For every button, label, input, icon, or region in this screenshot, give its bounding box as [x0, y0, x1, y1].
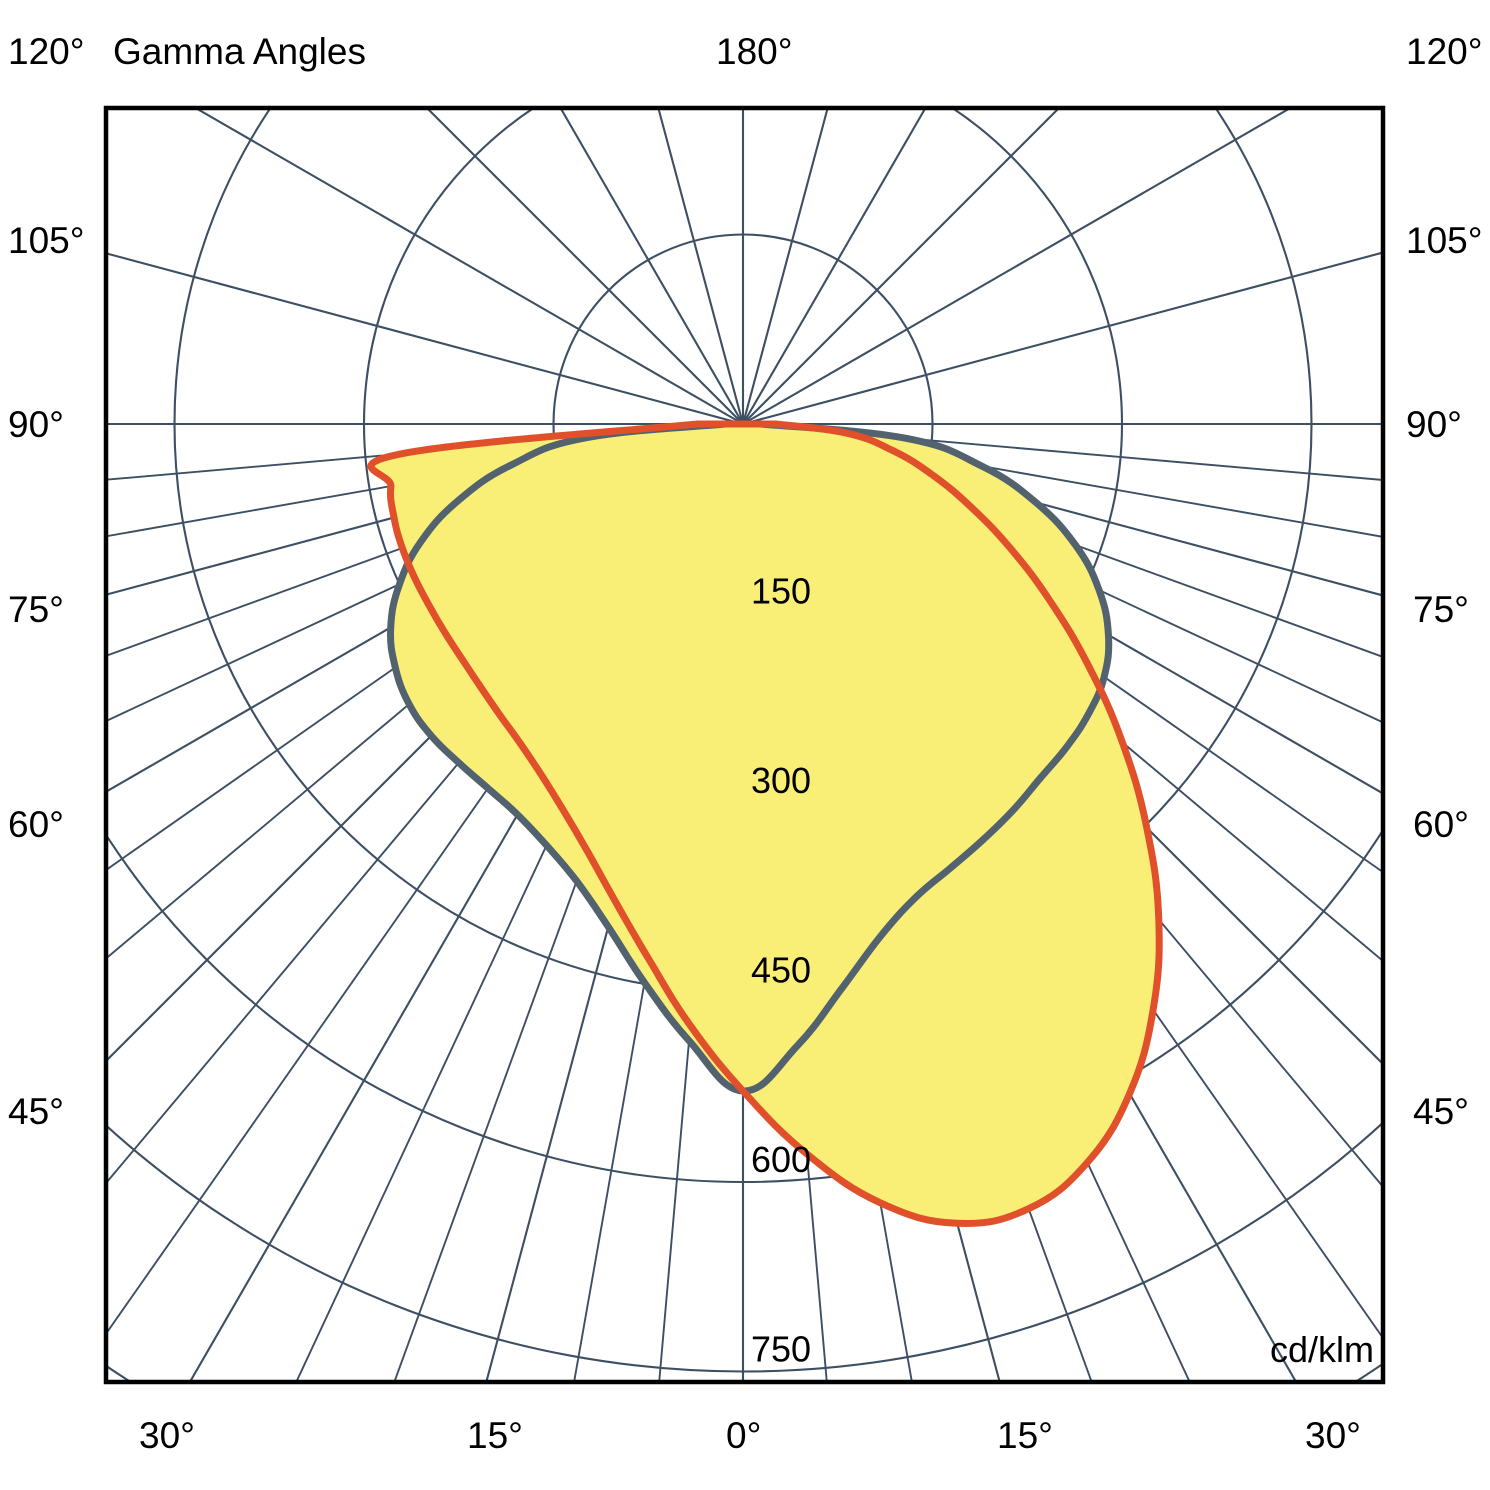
- angle-label-bottom-0: 0°: [726, 1415, 762, 1456]
- radial-tick-label: 450: [751, 950, 811, 991]
- distribution-fill: [370, 424, 1160, 1224]
- radial-tick-label: 300: [751, 760, 811, 801]
- radial-tick-label: 600: [751, 1139, 811, 1180]
- gamma-label-left-105: 105°: [8, 220, 85, 261]
- gamma-label-left-90: 90°: [8, 404, 64, 445]
- gamma-label-left-60: 60°: [8, 804, 64, 845]
- gamma-label-left-45: 45°: [8, 1091, 64, 1132]
- page-title: Gamma Angles: [113, 31, 366, 72]
- gamma-label-left-120: 120°: [8, 31, 85, 72]
- plot-frame: [103, 105, 1386, 1385]
- gamma-label-right-45: 45°: [1413, 1091, 1469, 1132]
- angle-label-bottom-15-right: 15°: [997, 1415, 1053, 1456]
- gamma-label-right-105: 105°: [1406, 220, 1483, 261]
- angle-label-bottom-15-left: 15°: [467, 1415, 523, 1456]
- radial-tick-labels: 150 300 450 600 750: [751, 571, 811, 1370]
- radial-tick-label: 750: [751, 1329, 811, 1370]
- angle-label-bottom-30-right: 30°: [1305, 1415, 1361, 1456]
- units-label: cd/klm: [1270, 1329, 1374, 1370]
- distribution-curves: [367, 420, 1163, 1227]
- gamma-label-left-75: 75°: [8, 589, 64, 630]
- gamma-label-right-75: 75°: [1413, 589, 1469, 630]
- gamma-label-right-90: 90°: [1406, 404, 1462, 445]
- angle-label-top-180: 180°: [716, 31, 793, 72]
- angle-label-bottom-30-left: 30°: [139, 1415, 195, 1456]
- gamma-label-right-120: 120°: [1406, 31, 1483, 72]
- gamma-label-right-60: 60°: [1413, 804, 1469, 845]
- radial-tick-label: 150: [751, 571, 811, 612]
